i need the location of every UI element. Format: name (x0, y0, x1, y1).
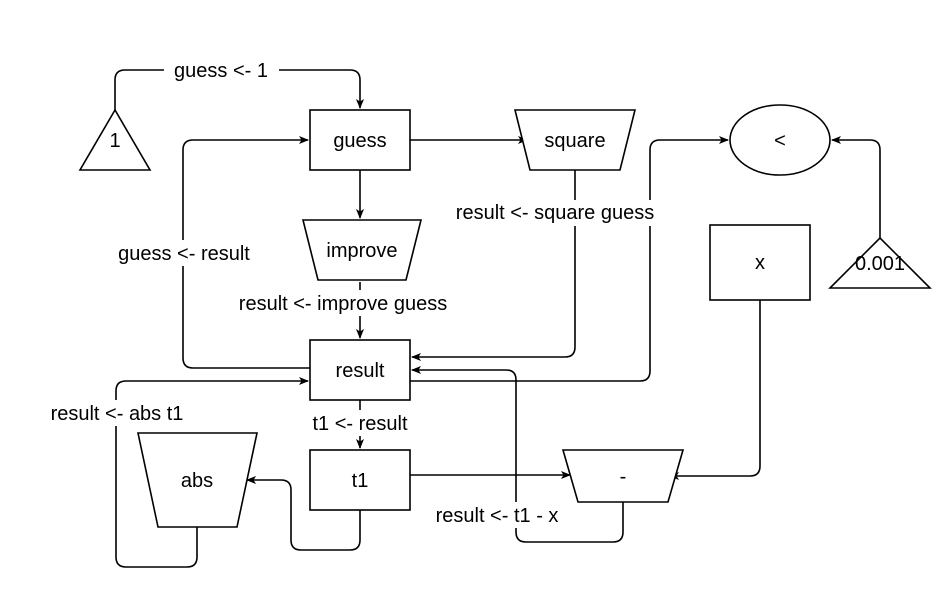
node-square-label: square (544, 130, 605, 152)
node-const-one-label: 1 (109, 130, 120, 152)
node-improve: improve (301, 219, 423, 281)
node-const-eps: 0.001 (828, 236, 932, 289)
edge-label-init-guess: guess <- 1 (164, 58, 279, 82)
node-const-one: 1 (78, 108, 152, 171)
node-result-label: result (336, 360, 385, 382)
edge-abs-result (115, 377, 309, 568)
node-guess: guess (309, 109, 411, 171)
edge-label-abs-t1-text: result <- abs t1 (51, 403, 184, 425)
node-abs: abs (137, 432, 258, 528)
edge-minus-result (411, 366, 624, 543)
edge-label-t1-from-result: t1 <- result (300, 410, 420, 436)
node-const-eps-label: 0.001 (855, 253, 905, 275)
node-abs-label: abs (181, 470, 213, 492)
edge-label-abs-t1: result <- abs t1 (35, 400, 199, 426)
edge-label-square-guess: result <- square guess (432, 200, 678, 226)
edge-x-minus (669, 300, 761, 480)
edge-label-t1-minus-x: result <- t1 - x (420, 502, 574, 528)
node-x: x (709, 224, 811, 301)
node-guess-label: guess (333, 130, 386, 152)
edge-label-improve-guess: result <- improve guess (217, 290, 469, 316)
node-result: result (309, 339, 411, 401)
edge-label-improve-guess-text: result <- improve guess (239, 293, 447, 315)
node-x-label: x (755, 252, 765, 274)
node-minus: - (561, 449, 685, 503)
node-t1: t1 (309, 449, 411, 511)
node-t1-label: t1 (352, 470, 369, 492)
edge-label-guess-from-result-text: guess <- result (118, 243, 250, 265)
node-less-than-label: < (774, 130, 786, 152)
node-square: square (513, 109, 637, 171)
edge-label-t1-from-result-text: t1 <- result (312, 413, 407, 435)
edge-label-t1-minus-x-text: result <- t1 - x (436, 505, 559, 527)
edge-eps-lessthan (831, 136, 881, 238)
edge-label-guess-from-result: guess <- result (104, 240, 264, 266)
edge-square-result (411, 170, 576, 361)
edge-label-square-guess-text: result <- square guess (456, 202, 654, 224)
edge-t1-abs (246, 476, 361, 551)
edge-result-lessthan (410, 136, 729, 382)
node-minus-label: - (620, 466, 627, 488)
edge-label-init-guess-text: guess <- 1 (174, 60, 268, 82)
node-less-than: < (729, 104, 831, 176)
node-improve-label: improve (326, 240, 397, 262)
